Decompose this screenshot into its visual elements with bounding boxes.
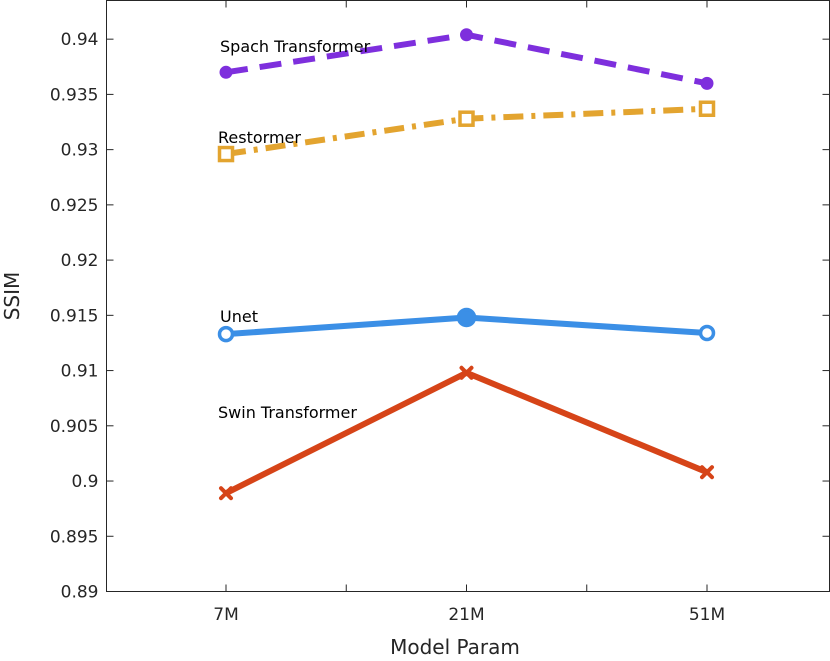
y-tick-label: 0.895: [50, 527, 99, 547]
data-point: [217, 145, 235, 163]
data-point: [217, 325, 235, 343]
axis-ticks: [106, 0, 830, 592]
data-point: [460, 28, 473, 42]
x-tick-label: 7M: [213, 605, 238, 625]
series-label: Swin Transformer: [218, 403, 357, 422]
series-label: Restormer: [218, 128, 301, 147]
data-point: [219, 65, 233, 79]
data-point: [700, 76, 714, 90]
data-point: [698, 100, 716, 118]
y-tick-label: 0.93: [61, 141, 99, 161]
data-point: [700, 465, 714, 480]
y-tick-label: 0.915: [50, 306, 99, 326]
series-unet: Unet: [217, 307, 716, 343]
series-layer: Spach Transformer Restormer Unet Swin Trans…: [217, 28, 716, 501]
tick-labels: 0.89 0.895 0.9 0.905 0.91 0.915 0.92 0.925 0.93 0…: [50, 30, 725, 625]
series-restormer: Restormer: [217, 100, 716, 163]
series-label: Unet: [220, 307, 258, 326]
series-swin-transformer: Swin Transformer: [218, 365, 714, 501]
y-tick-label: 0.9: [71, 472, 98, 492]
series-line: [224, 369, 709, 496]
data-point: [219, 486, 233, 501]
x-tick-label: 51M: [689, 605, 725, 625]
x-axis-title: Model Param: [390, 635, 520, 659]
data-point: [458, 110, 475, 127]
y-tick-label: 0.905: [50, 417, 99, 437]
plot-area-frame: [106, 0, 830, 592]
y-axis-title: SSIM: [0, 272, 24, 321]
series-spach-transformer: Spach Transformer: [219, 28, 714, 90]
y-tick-label: 0.94: [61, 30, 99, 50]
x-tick-label: 21M: [448, 605, 484, 625]
y-tick-label: 0.92: [61, 251, 99, 271]
data-point: [456, 307, 477, 328]
data-point: [698, 324, 716, 342]
series-label: Spach Transformer: [220, 37, 371, 56]
data-point: [459, 365, 474, 380]
y-tick-label: 0.925: [50, 196, 99, 216]
y-tick-label: 0.935: [50, 85, 99, 105]
y-tick-label: 0.89: [61, 583, 99, 603]
y-tick-label: 0.91: [61, 362, 99, 382]
